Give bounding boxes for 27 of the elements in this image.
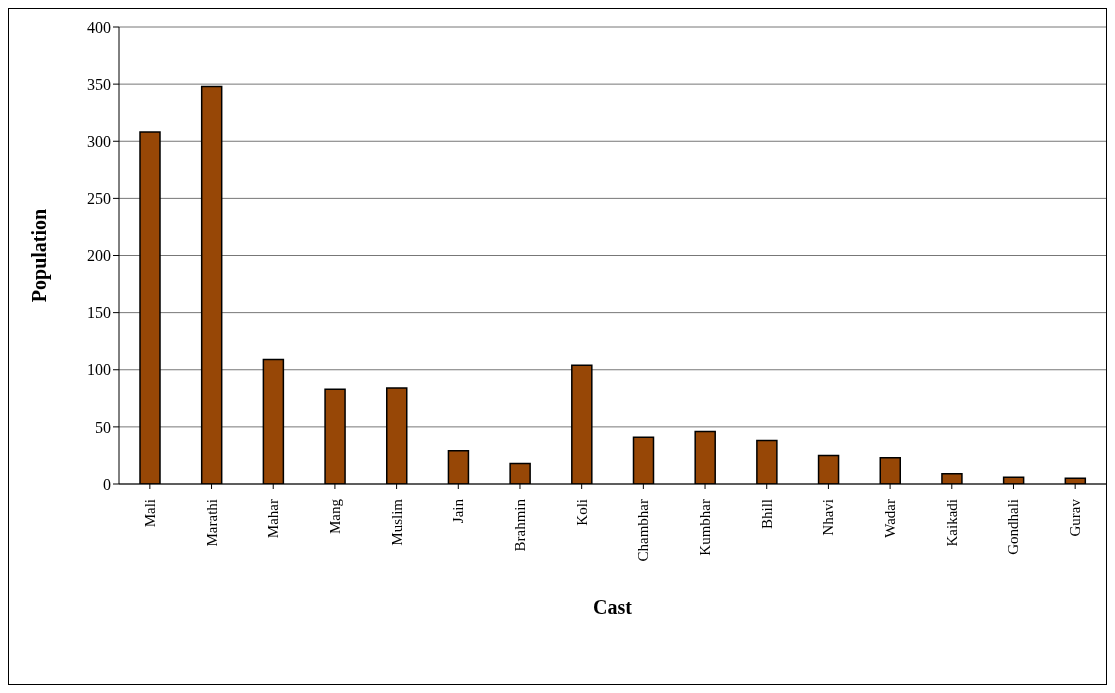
x-axis-title: Cast	[593, 596, 633, 618]
y-tick-label: 0	[103, 475, 111, 493]
x-tick-label: Wadar	[882, 499, 899, 538]
y-tick-label: 350	[87, 75, 111, 93]
y-tick-label: 400	[87, 18, 111, 36]
x-tick-label: Marathi	[203, 499, 220, 547]
y-tick-label: 150	[87, 304, 111, 322]
x-tick-label: Koli	[573, 499, 590, 526]
x-tick-label: Brahmin	[511, 498, 528, 552]
x-tick-label: Mali	[141, 499, 158, 528]
x-tick-label: Mahar	[265, 499, 282, 539]
x-tick-label: Chambhar	[635, 499, 652, 562]
y-tick-label: 50	[95, 418, 111, 436]
x-tick-label: Gurav	[1067, 498, 1084, 537]
y-tick-label: 250	[87, 190, 111, 208]
x-tick-label: Muslim	[388, 498, 405, 546]
x-tick-label: Kaikadi	[943, 499, 960, 547]
x-tick-label: Kumbhar	[697, 499, 714, 556]
y-tick-label: 300	[87, 132, 111, 150]
y-tick-label: 100	[87, 361, 111, 379]
x-tick-label: Jain	[450, 498, 467, 524]
y-axis-title: Population	[28, 208, 52, 303]
y-tick-label: 200	[87, 247, 111, 265]
x-tick-label: Gondhali	[1005, 499, 1022, 555]
x-tick-label: Bhill	[758, 499, 775, 530]
x-tick-label: Nhavi	[820, 499, 837, 536]
x-tick-label: Mang	[326, 498, 343, 534]
